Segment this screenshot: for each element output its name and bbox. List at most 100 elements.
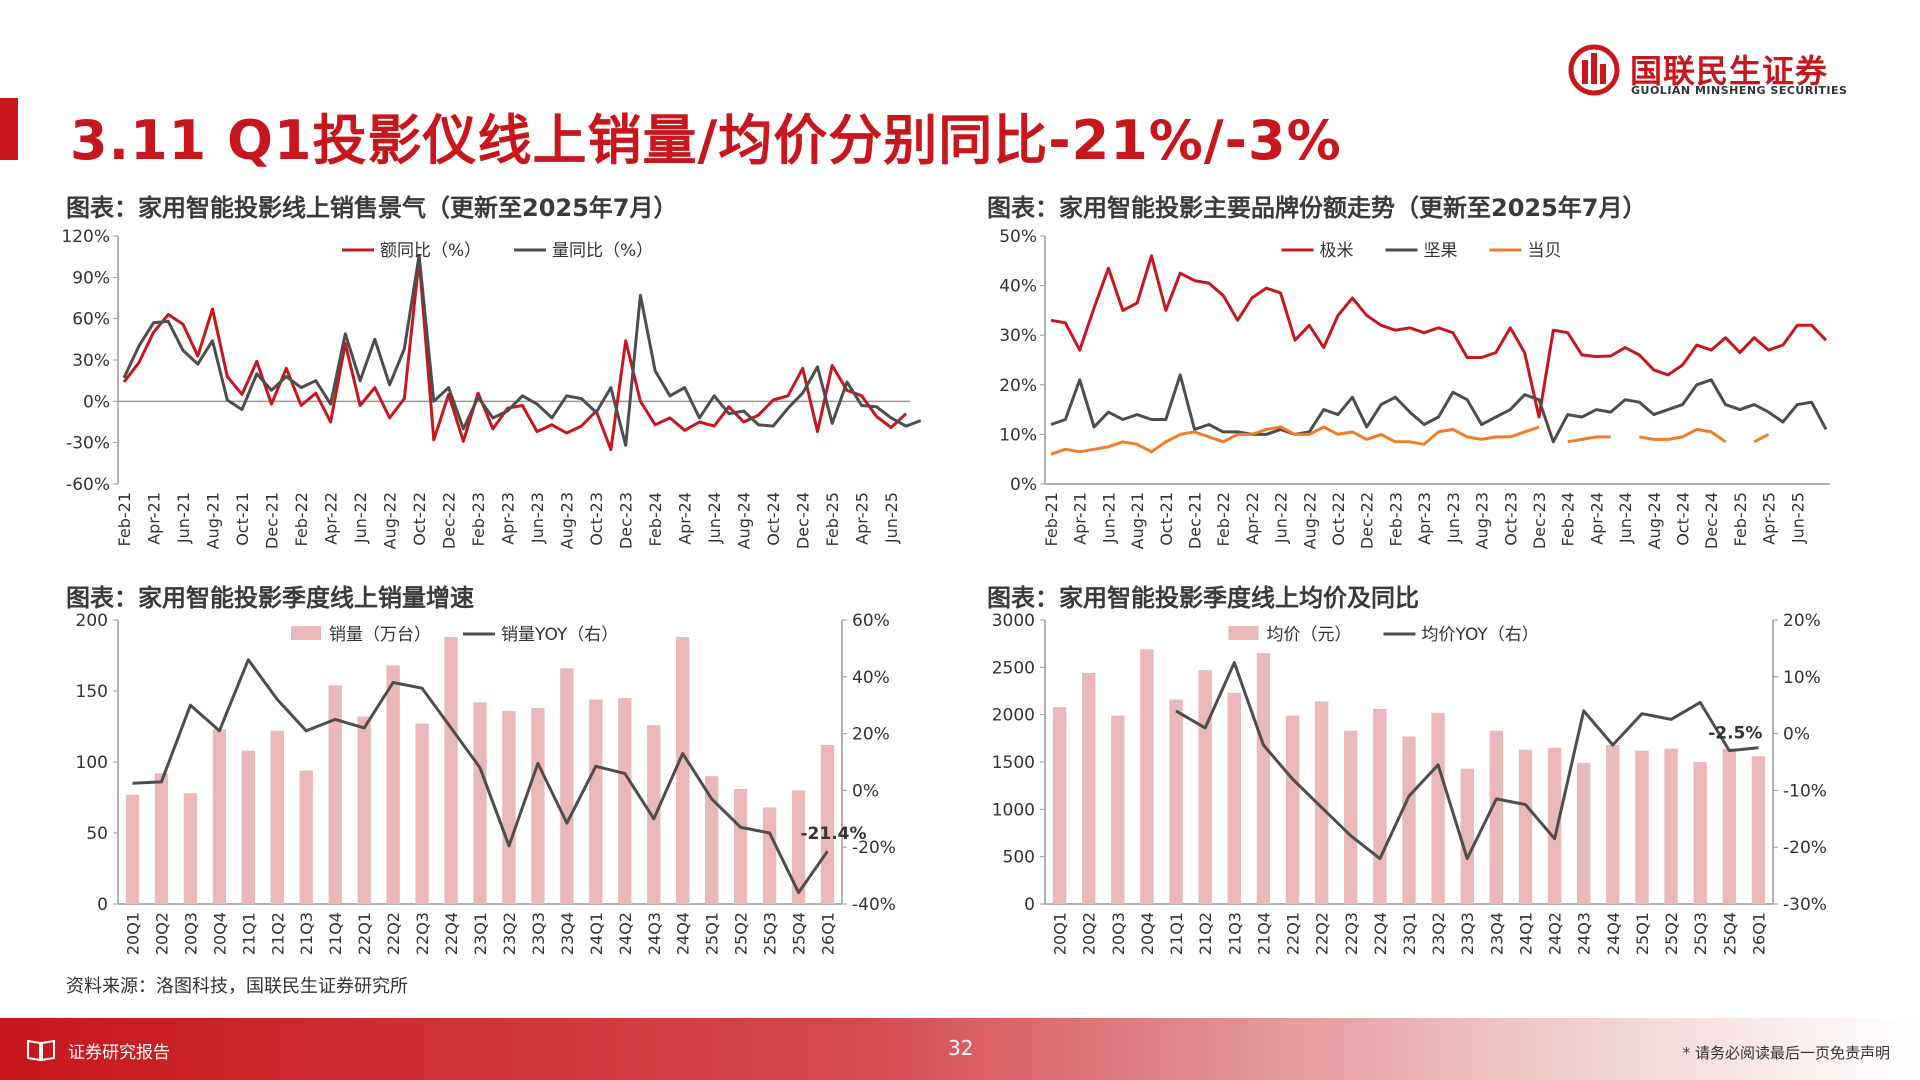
bar <box>1489 730 1504 904</box>
bar <box>241 750 255 904</box>
x-tick-label: 24Q4 <box>1604 912 1623 955</box>
x-tick-label: 25Q2 <box>1662 912 1681 955</box>
x-tick-label: 22Q4 <box>1371 912 1390 955</box>
source-note: 资料来源：洛图科技，国联民生证券研究所 <box>66 976 408 997</box>
legend-label-3: 当贝 <box>1528 241 1562 261</box>
y-tick-label: 0% <box>83 392 110 412</box>
x-tick-label: 20Q4 <box>210 912 229 955</box>
bar <box>618 698 632 904</box>
bar <box>415 723 429 904</box>
x-tick-label: Oct-24 <box>1673 492 1692 546</box>
chart2-title: 图表：家用智能投影主要品牌份额走势（更新至2025年7月） <box>987 194 1647 222</box>
chart3-title: 图表：家用智能投影季度线上销量增速 <box>66 584 474 612</box>
yoy-annotation: -21.4% <box>800 824 866 844</box>
x-tick-label: Dec-22 <box>440 492 459 549</box>
yoy-line <box>1175 661 1759 861</box>
left-tick-label: 2500 <box>992 658 1035 678</box>
legend-label-2: 坚果 <box>1424 241 1458 261</box>
bar <box>1722 748 1737 904</box>
bar <box>1577 762 1591 904</box>
x-tick-label: Aug-22 <box>381 492 400 549</box>
x-tick-label: Dec-21 <box>263 492 282 549</box>
right-tick-label: -30% <box>1783 895 1827 915</box>
bar <box>1431 712 1445 904</box>
left-tick-label: 500 <box>1003 848 1035 868</box>
left-tick-label: 1500 <box>992 753 1035 773</box>
bar <box>1111 715 1125 904</box>
x-tick-label: 22Q1 <box>355 912 374 955</box>
legend-label-2: 均价YOY（右） <box>1422 625 1539 645</box>
bar <box>444 637 458 904</box>
x-tick-label: 26Q1 <box>1749 912 1768 955</box>
x-tick-label: Dec-24 <box>1702 492 1721 549</box>
yoy-line <box>132 658 829 895</box>
bar <box>1664 748 1678 904</box>
legend-label-2: 量同比（%） <box>552 241 653 261</box>
x-tick-label: Apr-24 <box>1587 492 1606 545</box>
x-tick-label: Dec-23 <box>1530 492 1549 549</box>
x-tick-label: Feb-23 <box>1386 492 1405 546</box>
bar <box>560 668 574 904</box>
right-tick-label: -20% <box>852 838 896 858</box>
x-tick-label: 23Q2 <box>500 912 519 955</box>
x-tick-label: Dec-22 <box>1358 492 1377 549</box>
x-tick-label: 25Q3 <box>761 912 780 955</box>
bar <box>676 637 690 904</box>
right-tick-label: 20% <box>852 725 890 745</box>
x-tick-label: 23Q4 <box>1487 912 1506 955</box>
series-line-3 <box>1050 425 1770 456</box>
x-tick-label: 24Q1 <box>587 912 606 955</box>
y-tick-label: -30% <box>66 434 110 454</box>
right-tick-label: -10% <box>1783 781 1827 801</box>
x-tick-label: Apr-23 <box>1415 492 1434 545</box>
x-tick-label: 21Q3 <box>297 912 316 955</box>
right-tick-label: -20% <box>1783 838 1827 858</box>
legend-label-1: 极米 <box>1320 241 1354 261</box>
bar <box>820 744 835 904</box>
bar <box>647 725 661 904</box>
legend-label-1: 销量（万台） <box>329 625 431 645</box>
left-tick-label: 2000 <box>992 706 1035 726</box>
bar <box>1344 730 1358 904</box>
bar <box>183 793 198 904</box>
chart4-quarterly-price: 3000 2500 2000 1500 1000 500 0 20% 10% 0% -10% -20%… <box>992 611 1827 955</box>
x-tick-label: Jun-21 <box>174 492 193 544</box>
x-tick-label: Aug-23 <box>1473 492 1492 549</box>
x-tick-label: Apr-24 <box>676 492 695 545</box>
legend-label-1: 额同比（%） <box>380 241 481 261</box>
chart1-sales-sentiment: 120% 90% 60% 30% 0% -30% -60% Feb-21 Apr-21 Jun-2… <box>61 227 922 549</box>
x-tick-label: Dec-24 <box>794 492 813 549</box>
book-icon <box>27 1039 55 1062</box>
chart4-title: 图表：家用智能投影季度线上均价及同比 <box>987 584 1419 612</box>
y-tick-label: 50% <box>999 227 1037 247</box>
bar <box>299 770 313 904</box>
chart3-quarterly-volume: 200 150 100 50 0 60% 40% 20% 0% -20% -40% 20Q1 20Q2 2… <box>76 611 896 955</box>
x-tick-label: 22Q2 <box>384 912 403 955</box>
y-tick-label: 40% <box>999 277 1037 297</box>
left-tick-label: 50 <box>86 824 108 844</box>
left-tick-label: 150 <box>76 682 108 702</box>
x-tick-label: Jun-23 <box>1444 492 1463 544</box>
x-tick-label: 25Q1 <box>1633 912 1652 955</box>
right-tick-label: 40% <box>852 668 890 688</box>
x-tick-label: 22Q3 <box>1342 912 1361 955</box>
x-tick-label: 20Q3 <box>181 912 200 955</box>
y-tick-label: -60% <box>66 475 110 495</box>
left-tick-label: 0 <box>1024 895 1035 915</box>
x-tick-label: 25Q4 <box>1720 912 1739 955</box>
x-tick-label: 22Q2 <box>1313 912 1332 955</box>
chart1-title: 图表：家用智能投影线上销售景气（更新至2025年7月） <box>66 194 678 222</box>
y-tick-label: 120% <box>61 227 110 247</box>
x-tick-label: Oct-24 <box>764 492 783 546</box>
x-tick-label: 24Q4 <box>674 912 693 955</box>
x-tick-label: Aug-23 <box>558 492 577 549</box>
bar <box>531 708 545 904</box>
x-tick-label: Jun-22 <box>351 492 370 544</box>
x-tick-label: Apr-22 <box>322 492 341 545</box>
footer-report-label: 证券研究报告 <box>68 1043 170 1063</box>
left-tick-label: 100 <box>76 753 108 773</box>
x-tick-label: Jun-25 <box>1788 492 1807 544</box>
yoy-annotation: -2.5% <box>1708 724 1762 744</box>
x-tick-label: Feb-21 <box>1042 492 1061 546</box>
footer-bar: 证券研究报告 32 * 请务必阅读最后一页免责声明 <box>0 1018 1920 1080</box>
